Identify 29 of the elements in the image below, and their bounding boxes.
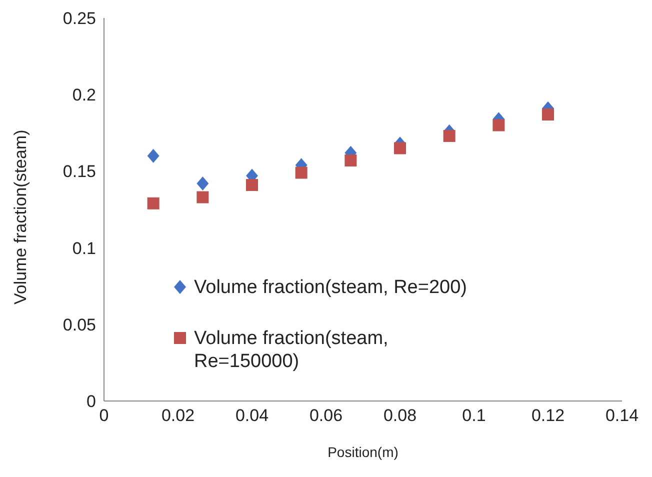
y-tick-label: 0 — [86, 392, 96, 412]
point — [147, 197, 160, 210]
point — [246, 178, 258, 191]
point — [295, 166, 308, 179]
legend-label: Volume fraction(steam, Re=150000) — [194, 327, 390, 373]
x-tick-label: 0.02 — [161, 406, 195, 426]
legend-label: Volume fraction(steam, Re=200) — [194, 276, 468, 299]
y-tick-label: 0.2 — [72, 86, 96, 105]
x-tick-label: 0.14 — [605, 406, 639, 426]
point — [542, 108, 554, 121]
point — [147, 148, 160, 163]
point — [394, 142, 406, 154]
y-tick-label: 0.1 — [72, 238, 96, 258]
point — [196, 191, 209, 204]
x-tick-label: 0.1 — [462, 406, 486, 426]
point — [492, 119, 505, 132]
point — [344, 154, 357, 166]
x-tick-label: 0.04 — [235, 406, 269, 426]
x-tick-label: 0.08 — [383, 406, 417, 426]
point — [443, 130, 456, 142]
point — [196, 176, 209, 190]
y-tick-label: 0.25 — [62, 9, 96, 28]
y-tick-label: 0.15 — [62, 162, 96, 182]
x-tick-label: 0 — [99, 406, 109, 426]
y-tick-label: 0.05 — [62, 315, 96, 334]
y-axis-title: Volume fraction(steam) — [11, 130, 30, 304]
x-tick-label: 0.12 — [531, 406, 565, 426]
x-axis-title: Position(m) — [328, 444, 398, 460]
x-tick-label: 0.06 — [309, 406, 343, 426]
